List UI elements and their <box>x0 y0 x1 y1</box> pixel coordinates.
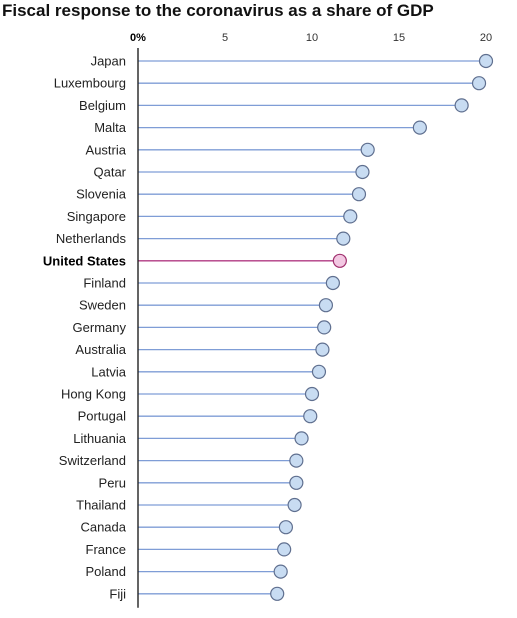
x-axis-ticks: 0% 5 10 15 20 <box>130 32 492 44</box>
dot-germany <box>317 320 332 335</box>
chart-rows: Japan Luxembourg Belgium Malta Austria Qatar S… <box>43 53 494 601</box>
category-label-switzerland: Switzerland <box>59 453 126 468</box>
dot-portugal <box>303 409 318 424</box>
category-label-finland: Finland <box>83 276 126 291</box>
category-label-japan: Japan <box>91 54 126 69</box>
category-label-peru: Peru <box>99 475 126 490</box>
dot-finland <box>325 275 340 291</box>
category-label-qatar: Qatar <box>93 165 126 180</box>
category-label-united-states: United States <box>43 253 126 268</box>
category-label-hong-kong: Hong Kong <box>61 387 126 402</box>
category-label-lithuania: Lithuania <box>73 431 127 446</box>
chart-title: Fiscal response to the coronavirus as a … <box>2 1 434 20</box>
dot-switzerland <box>289 453 304 468</box>
x-tick-label: 0% <box>130 32 146 44</box>
dot-japan <box>478 53 494 69</box>
dot-singapore <box>343 209 358 224</box>
category-label-france: France <box>86 542 126 557</box>
category-label-austria: Austria <box>86 142 127 157</box>
category-label-luxembourg: Luxembourg <box>54 76 126 91</box>
dot-austria <box>360 142 375 157</box>
category-label-poland: Poland <box>86 564 126 579</box>
category-label-belgium: Belgium <box>79 98 126 113</box>
x-tick-label: 5 <box>222 32 228 44</box>
category-label-sweden: Sweden <box>79 298 126 313</box>
category-label-australia: Australia <box>75 342 126 357</box>
dot-canada <box>278 520 293 535</box>
dot-united-states <box>332 253 347 268</box>
category-label-portugal: Portugal <box>78 409 127 424</box>
dot-poland <box>273 564 288 579</box>
dot-france <box>277 542 292 557</box>
dot-fiji <box>270 586 285 601</box>
category-label-singapore: Singapore <box>67 209 126 224</box>
category-label-fiji: Fiji <box>109 586 126 601</box>
dot-latvia <box>311 364 327 379</box>
dot-hong-kong <box>304 386 320 402</box>
dot-sweden <box>318 298 334 313</box>
dot-slovenia <box>351 187 367 202</box>
dot-australia <box>315 342 330 357</box>
category-label-canada: Canada <box>80 520 126 535</box>
dot-thailand <box>287 497 302 513</box>
dot-lithuania <box>294 431 309 446</box>
dot-netherlands <box>336 231 351 246</box>
category-label-latvia: Latvia <box>91 364 126 379</box>
dot-luxembourg <box>471 76 487 91</box>
category-label-netherlands: Netherlands <box>56 231 127 246</box>
dot-belgium <box>454 98 469 113</box>
x-tick-label: 20 <box>480 32 492 44</box>
dot-malta <box>412 120 427 135</box>
x-tick-label: 15 <box>393 32 405 44</box>
dot-qatar <box>355 164 370 180</box>
dot-peru <box>289 475 304 490</box>
category-label-slovenia: Slovenia <box>76 187 127 202</box>
category-label-thailand: Thailand <box>76 498 126 513</box>
x-tick-label: 10 <box>306 32 318 44</box>
category-label-germany: Germany <box>73 320 127 335</box>
category-label-malta: Malta <box>94 120 127 135</box>
